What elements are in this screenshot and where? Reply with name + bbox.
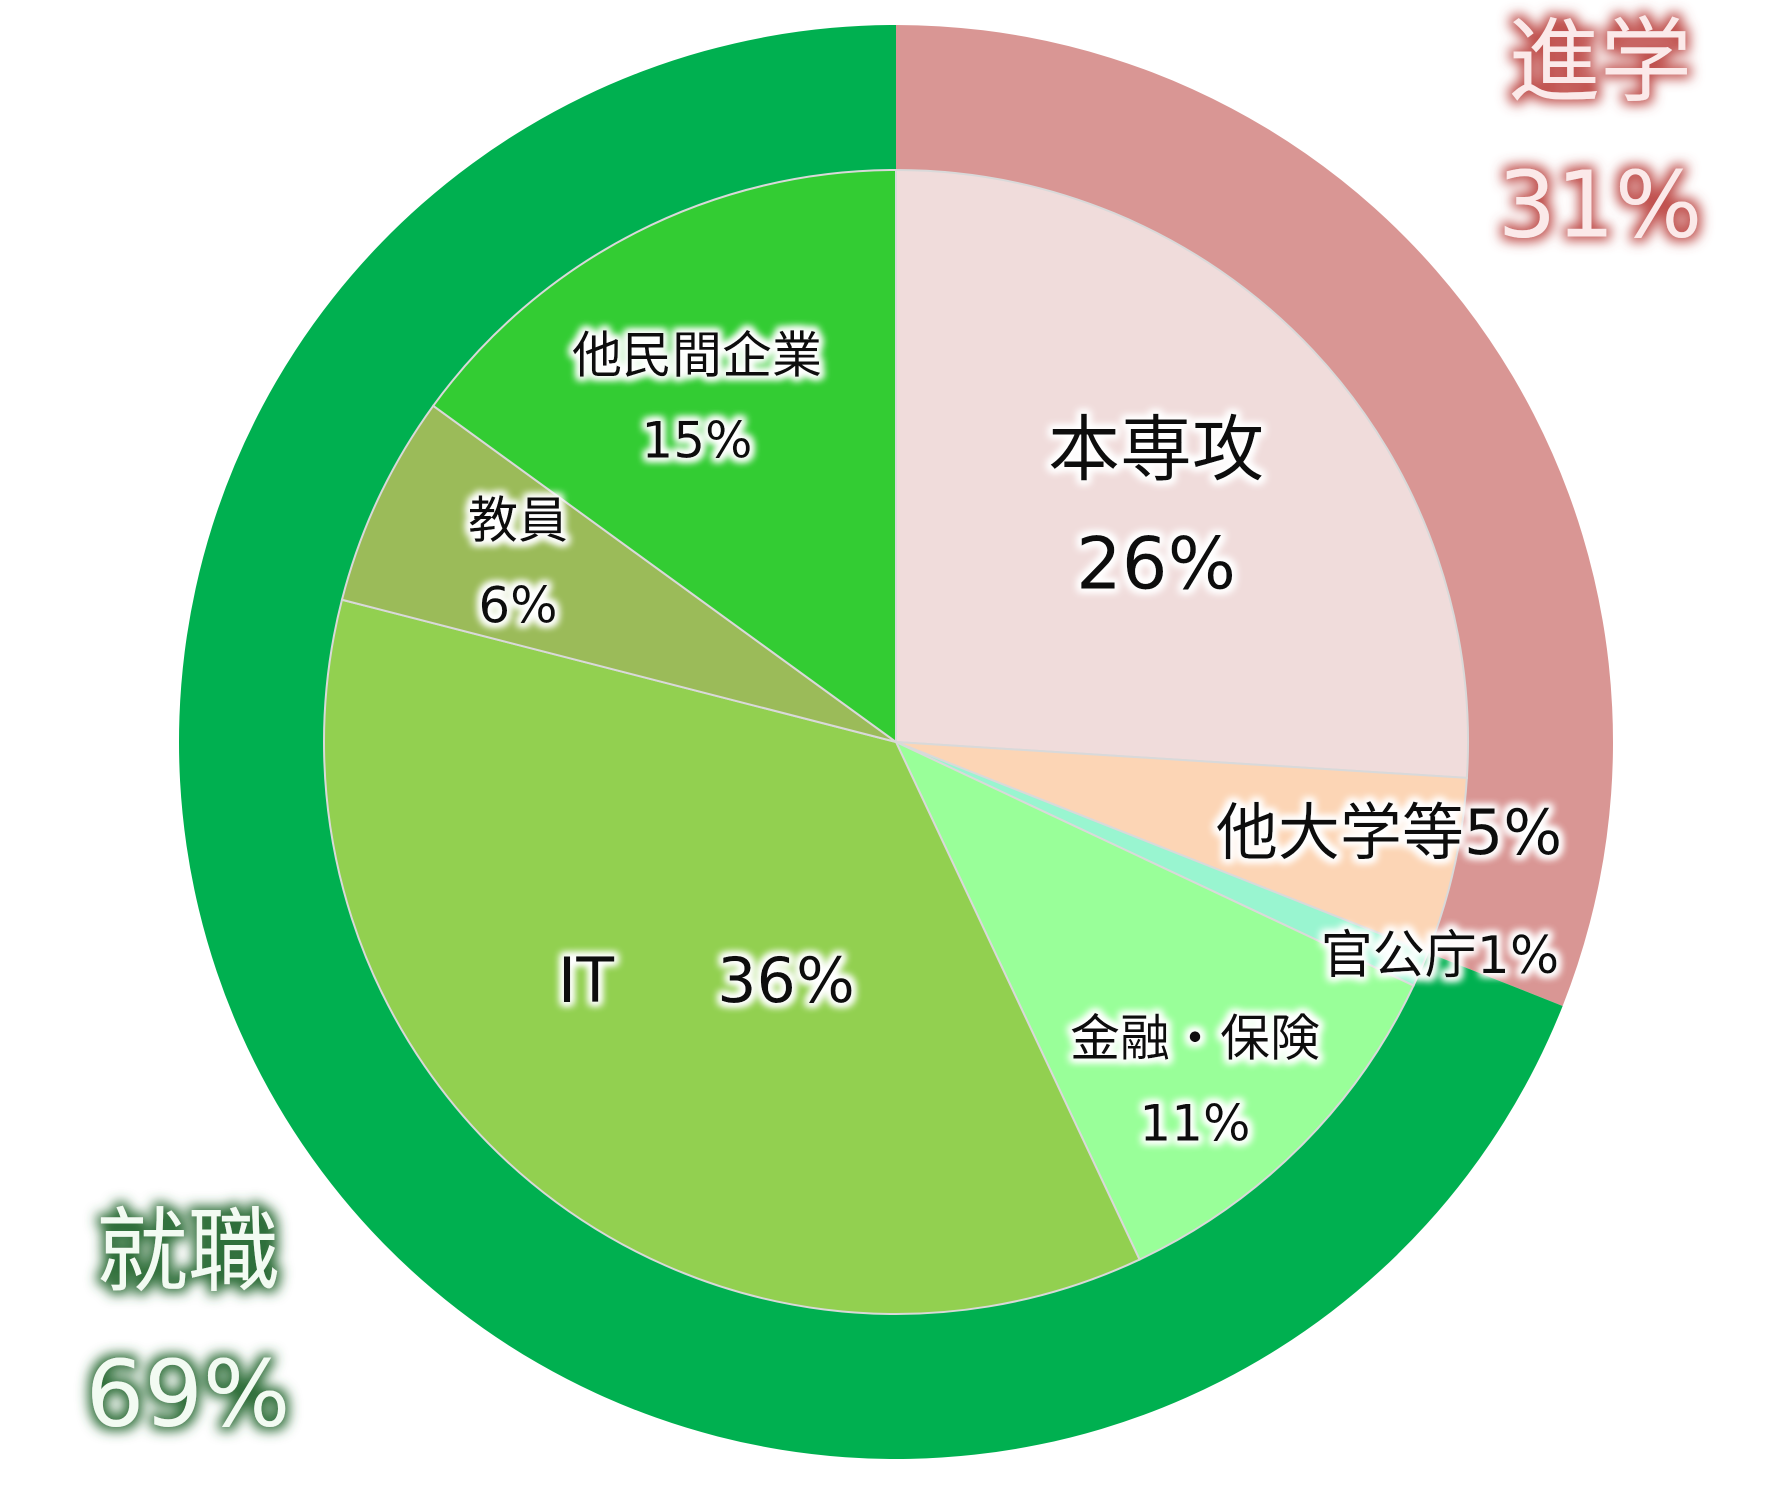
- pie-wedge: [895, 168, 1469, 779]
- pie-wedge: [323, 598, 1141, 1315]
- pie-wedge: [896, 25, 1613, 1006]
- slice-label: 官公庁1%: [1321, 926, 1560, 986]
- value-label: 36%: [717, 944, 855, 1017]
- value-label: 69%: [86, 1340, 290, 1447]
- value-label: 5%: [1464, 796, 1562, 869]
- category-label: 就職: [96, 1198, 280, 1305]
- value-label: 11%: [1139, 1095, 1250, 1153]
- value-label: 15%: [641, 412, 752, 470]
- pie-wedge: [431, 168, 897, 744]
- category-label: 他民間企業: [572, 327, 822, 385]
- category-label: 本専攻: [1048, 408, 1264, 492]
- wedges: [179, 25, 1613, 1459]
- pie-wedge: [895, 741, 1468, 954]
- category-label: IT: [558, 944, 615, 1017]
- value-label: 26%: [1076, 522, 1236, 606]
- value-label: 1%: [1477, 926, 1560, 986]
- value-label: 31%: [1498, 151, 1702, 258]
- value-label: 6%: [478, 577, 557, 635]
- pie-wedge: [893, 739, 1415, 1261]
- pie-wedge: [340, 404, 897, 743]
- category-label: 進学: [1508, 8, 1692, 115]
- category-label: 金融・保険: [1070, 1010, 1320, 1068]
- category-label: 官公庁: [1321, 926, 1477, 986]
- category-label: 他大学等: [1216, 796, 1464, 869]
- slice-label: 他大学等5%: [1216, 796, 1562, 869]
- category-label: 教員: [468, 492, 568, 550]
